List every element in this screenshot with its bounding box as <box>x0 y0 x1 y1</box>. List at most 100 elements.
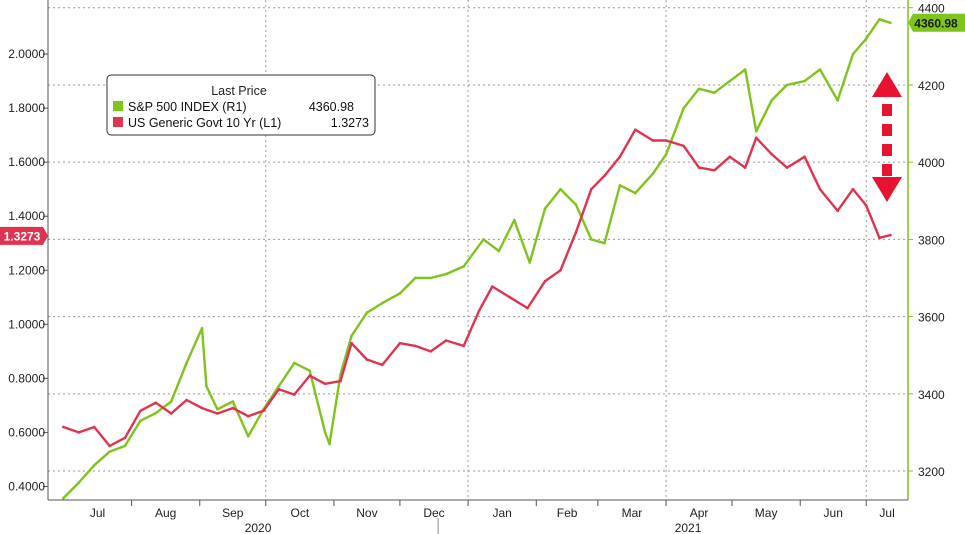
series-point-sp500 <box>889 21 892 25</box>
series-point-sp500 <box>803 79 806 83</box>
series-point-sp500 <box>543 207 547 210</box>
series-point-us10yr <box>754 136 758 140</box>
series-point-sp500 <box>414 276 417 280</box>
arrow-dash <box>882 124 892 136</box>
series-point-sp500 <box>139 419 142 423</box>
series-line-us10yr <box>62 128 892 448</box>
month-label: Mar <box>622 506 643 520</box>
month-label: Sep <box>222 506 244 520</box>
series-point-us10yr <box>603 174 606 177</box>
series-point-us10yr <box>308 374 312 378</box>
month-label: May <box>755 506 778 520</box>
series-point-us10yr <box>818 187 822 191</box>
right-tick-label: 3200 <box>918 465 945 479</box>
series-point-sp500 <box>682 106 685 110</box>
series-point-us10yr <box>108 444 111 448</box>
right-tick-label: 3600 <box>918 311 945 325</box>
left-tick-label: 1.4000 <box>8 209 45 223</box>
series-point-sp500 <box>697 87 701 91</box>
series-point-us10yr <box>462 344 466 348</box>
series-point-us10yr <box>785 166 789 169</box>
series-point-sp500 <box>651 172 655 175</box>
legend-label-10yr: US Generic Govt 10 Yr (L1) <box>128 116 281 130</box>
series-point-sp500 <box>462 265 466 268</box>
series-point-us10yr <box>491 285 494 288</box>
series-point-sp500 <box>365 311 369 315</box>
series-point-us10yr <box>429 350 433 353</box>
series-point-us10yr <box>664 139 668 142</box>
series-point-us10yr <box>62 425 65 429</box>
right-tick-label: 4400 <box>918 2 945 16</box>
left-axis: 0.4000 0.6000 0.8000 1.0000 1.2000 1.4000 1.60… <box>8 0 49 500</box>
series-point-us10yr <box>682 144 685 148</box>
series-point-us10yr <box>216 412 219 415</box>
series-point-us10yr <box>277 387 281 391</box>
arrow-head-up <box>872 72 902 97</box>
series-lines <box>62 18 892 500</box>
last-price-badges: 4360.98 1.3273 <box>0 13 965 245</box>
series-point-us10yr <box>477 309 481 313</box>
series-point-sp500 <box>277 384 281 388</box>
arrow-dash <box>882 164 892 176</box>
series-point-sp500 <box>77 481 81 484</box>
series-point-us10yr <box>293 393 296 396</box>
series-point-sp500 <box>381 301 384 305</box>
series-point-sp500 <box>231 400 235 403</box>
right-tick-label: 3400 <box>918 388 945 402</box>
series-point-sp500 <box>603 241 606 245</box>
arrow-head-down <box>872 177 902 202</box>
series-point-us10yr <box>770 152 773 156</box>
series-point-us10yr <box>77 431 81 434</box>
series-point-sp500 <box>864 37 868 40</box>
series-point-us10yr <box>123 436 127 440</box>
us10yr-badge-value: 1.3273 <box>4 229 41 243</box>
series-point-sp500 <box>728 79 732 83</box>
left-tick-label: 0.4000 <box>8 479 45 493</box>
left-tick-label: 1.6000 <box>8 155 45 169</box>
series-point-us10yr <box>200 406 204 410</box>
left-tick-label: 1.2000 <box>8 263 45 277</box>
month-label: Jan <box>493 506 512 520</box>
series-point-us10yr <box>618 155 622 159</box>
series-point-us10yr <box>574 231 578 234</box>
arrow-dash <box>882 144 892 156</box>
series-point-sp500 <box>323 431 327 434</box>
legend-swatch-10yr <box>113 117 123 127</box>
series-point-us10yr <box>246 414 250 418</box>
series-point-sp500 <box>444 272 448 276</box>
left-tick-label: 1.0000 <box>8 317 45 331</box>
series-point-sp500 <box>185 361 188 365</box>
right-axis: 3200 3400 3600 3800 4000 4200 4400 <box>907 0 945 500</box>
series-point-sp500 <box>308 369 312 373</box>
series-point-sp500 <box>350 334 353 338</box>
month-label: Aug <box>155 506 176 520</box>
series-point-sp500 <box>836 99 839 102</box>
series-point-sp500 <box>664 153 668 156</box>
year-label: 2020 <box>245 521 272 534</box>
series-point-us10yr <box>559 269 562 272</box>
series-point-us10yr <box>864 204 868 207</box>
series-point-sp500 <box>574 203 578 206</box>
series-point-us10yr <box>543 279 547 283</box>
x-axis: Jul Aug Sep Oct Nov Dec Jan Feb Mar Apr May Jun Jul 2… <box>48 499 908 534</box>
series-point-us10yr <box>169 412 173 415</box>
series-point-sp500 <box>328 442 331 446</box>
right-tick-label: 4200 <box>918 79 945 93</box>
series-point-sp500 <box>743 68 747 71</box>
sp500-badge-value: 4360.98 <box>914 16 958 30</box>
series-point-sp500 <box>169 400 173 403</box>
series-point-sp500 <box>398 292 402 295</box>
series-point-sp500 <box>123 444 127 448</box>
series-point-sp500 <box>528 261 531 264</box>
month-label: Nov <box>356 506 377 520</box>
series-point-us10yr <box>803 155 806 159</box>
legend-box <box>106 74 376 136</box>
series-point-us10yr <box>398 341 402 345</box>
right-tick-label: 4000 <box>918 156 945 170</box>
series-point-us10yr <box>713 169 716 172</box>
series-point-us10yr <box>697 166 701 169</box>
grid-lines <box>48 0 908 500</box>
series-point-us10yr <box>651 139 655 142</box>
